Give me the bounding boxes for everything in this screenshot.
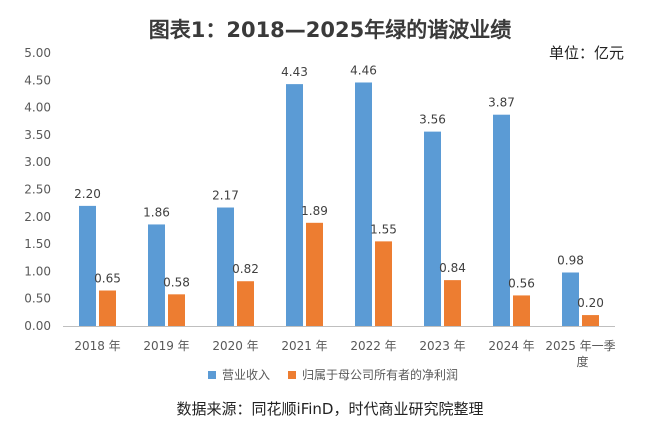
data-label: 0.20	[577, 296, 604, 310]
legend-swatch	[288, 371, 296, 379]
bar-revenue	[562, 272, 579, 326]
bar-revenue	[286, 84, 303, 326]
bar-net-profit	[513, 295, 530, 326]
data-label: 1.86	[143, 205, 170, 219]
x-tick-label: 2019 年	[143, 339, 189, 353]
data-label: 0.84	[439, 261, 466, 275]
chart-title: 图表1：2018—2025年绿的谐波业绩	[148, 18, 512, 42]
data-label: 1.89	[301, 204, 328, 218]
bar-revenue	[79, 205, 96, 326]
y-tick-label: 2.50	[24, 183, 51, 197]
data-label: 3.56	[419, 113, 446, 127]
x-tick-label: 2025 年一季	[545, 339, 615, 353]
x-tick-label: 2024 年	[488, 339, 534, 353]
unit-label: 单位：亿元	[548, 44, 624, 62]
y-tick-label: 2.00	[24, 210, 51, 224]
data-label: 4.43	[281, 65, 308, 79]
x-tick-label: 2022 年	[350, 339, 396, 353]
data-label: 0.98	[557, 253, 584, 267]
data-label: 2.17	[212, 189, 239, 203]
data-label: 0.65	[94, 272, 121, 286]
legend-swatch	[208, 371, 216, 379]
data-label: 0.82	[232, 262, 259, 276]
bar-net-profit	[168, 294, 185, 326]
data-label: 1.55	[370, 222, 397, 236]
y-tick-label: 4.50	[24, 73, 51, 87]
legend-label: 归属于母公司所有者的净利润	[302, 367, 458, 382]
y-tick-label: 0.50	[24, 292, 51, 306]
y-tick-label: 3.00	[24, 155, 51, 169]
x-tick-label: 2018 年	[74, 339, 120, 353]
data-label: 4.46	[350, 63, 377, 77]
data-label: 3.87	[488, 96, 515, 110]
y-tick-label: 3.50	[24, 128, 51, 142]
data-label: 0.58	[163, 275, 190, 289]
bar-revenue	[355, 82, 372, 326]
source-note: 数据来源：同花顺iFinD，时代商业研究院整理	[176, 400, 484, 418]
x-tick-label: 2021 年	[281, 339, 327, 353]
bar-revenue	[148, 224, 165, 326]
bar-net-profit	[582, 315, 599, 326]
x-tick-label: 2020 年	[212, 339, 258, 353]
bar-revenue	[217, 207, 234, 326]
bar-revenue	[493, 114, 510, 326]
bar-net-profit	[375, 241, 392, 326]
bar-net-profit	[444, 280, 461, 326]
data-label: 0.56	[508, 276, 535, 290]
y-tick-label: 1.50	[24, 237, 51, 251]
bar-revenue	[424, 131, 441, 326]
data-label: 2.20	[74, 187, 101, 201]
x-tick-label: 度	[576, 354, 588, 369]
bar-net-profit	[99, 290, 116, 326]
bar-net-profit	[237, 281, 254, 326]
x-tick-label: 2023 年	[419, 339, 465, 353]
y-tick-label: 5.00	[24, 46, 51, 60]
y-tick-label: 1.00	[24, 264, 51, 278]
legend-label: 营业收入	[222, 368, 270, 382]
y-tick-label: 4.00	[24, 101, 51, 115]
y-tick-label: 0.00	[24, 319, 51, 333]
bar-net-profit	[306, 222, 323, 326]
